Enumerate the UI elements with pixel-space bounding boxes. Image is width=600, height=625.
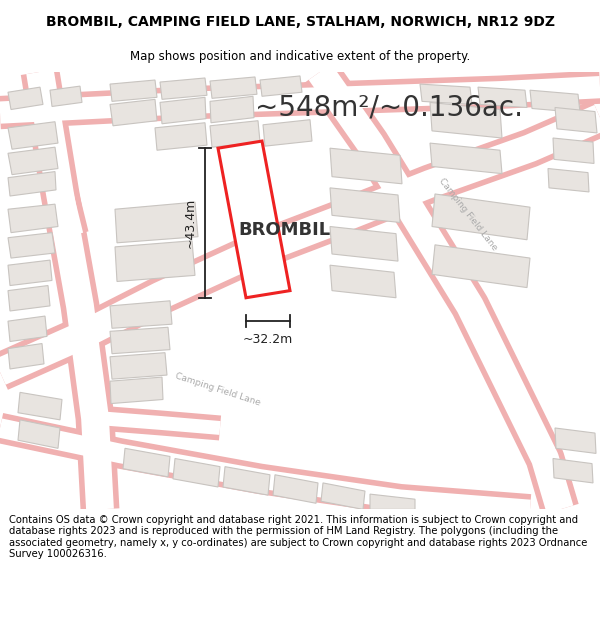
Polygon shape <box>432 194 530 240</box>
Text: ~548m²/~0.136ac.: ~548m²/~0.136ac. <box>255 94 523 121</box>
Polygon shape <box>160 78 207 99</box>
Polygon shape <box>553 459 593 483</box>
Polygon shape <box>555 107 597 133</box>
Polygon shape <box>8 87 43 109</box>
Text: Contains OS data © Crown copyright and database right 2021. This information is : Contains OS data © Crown copyright and d… <box>9 515 587 559</box>
Polygon shape <box>8 286 50 311</box>
Text: Camping Field Lane: Camping Field Lane <box>174 371 262 408</box>
Polygon shape <box>478 87 527 108</box>
Polygon shape <box>420 84 472 104</box>
Polygon shape <box>160 98 206 124</box>
Polygon shape <box>155 122 207 150</box>
Text: ~32.2m: ~32.2m <box>243 333 293 346</box>
Polygon shape <box>321 483 365 509</box>
Polygon shape <box>553 138 594 164</box>
Polygon shape <box>210 77 257 98</box>
Polygon shape <box>330 226 398 261</box>
Polygon shape <box>218 141 290 298</box>
Polygon shape <box>115 241 195 281</box>
Polygon shape <box>530 90 580 112</box>
Polygon shape <box>263 120 312 146</box>
Polygon shape <box>110 352 167 379</box>
Polygon shape <box>432 245 530 288</box>
Polygon shape <box>110 99 157 126</box>
Polygon shape <box>18 392 62 420</box>
Polygon shape <box>110 80 157 101</box>
Text: Map shows position and indicative extent of the property.: Map shows position and indicative extent… <box>130 49 470 62</box>
Polygon shape <box>8 260 52 286</box>
Polygon shape <box>330 148 402 184</box>
Polygon shape <box>110 377 163 404</box>
Text: Camping Field Lane: Camping Field Lane <box>437 176 499 252</box>
Polygon shape <box>115 202 198 242</box>
Polygon shape <box>110 328 170 354</box>
Polygon shape <box>370 494 415 509</box>
Polygon shape <box>8 232 55 258</box>
Polygon shape <box>210 121 260 147</box>
Polygon shape <box>273 475 318 503</box>
Polygon shape <box>50 86 82 106</box>
Polygon shape <box>330 188 400 222</box>
Polygon shape <box>548 169 589 192</box>
Polygon shape <box>8 147 58 174</box>
Polygon shape <box>173 459 220 487</box>
Polygon shape <box>8 172 56 196</box>
Polygon shape <box>8 344 44 369</box>
Polygon shape <box>260 76 302 96</box>
Polygon shape <box>555 428 596 453</box>
Polygon shape <box>18 420 60 448</box>
Text: BROMBIL, CAMPING FIELD LANE, STALHAM, NORWICH, NR12 9DZ: BROMBIL, CAMPING FIELD LANE, STALHAM, NO… <box>46 14 554 29</box>
Polygon shape <box>223 467 270 495</box>
Text: ~43.4m: ~43.4m <box>184 198 197 248</box>
Polygon shape <box>210 96 254 122</box>
Polygon shape <box>430 102 502 138</box>
Polygon shape <box>8 204 58 232</box>
Polygon shape <box>430 143 502 174</box>
Text: BROMBIL: BROMBIL <box>238 221 330 239</box>
Polygon shape <box>8 122 58 149</box>
Polygon shape <box>110 301 172 328</box>
Polygon shape <box>8 316 47 341</box>
Polygon shape <box>330 265 396 298</box>
Polygon shape <box>123 448 170 477</box>
